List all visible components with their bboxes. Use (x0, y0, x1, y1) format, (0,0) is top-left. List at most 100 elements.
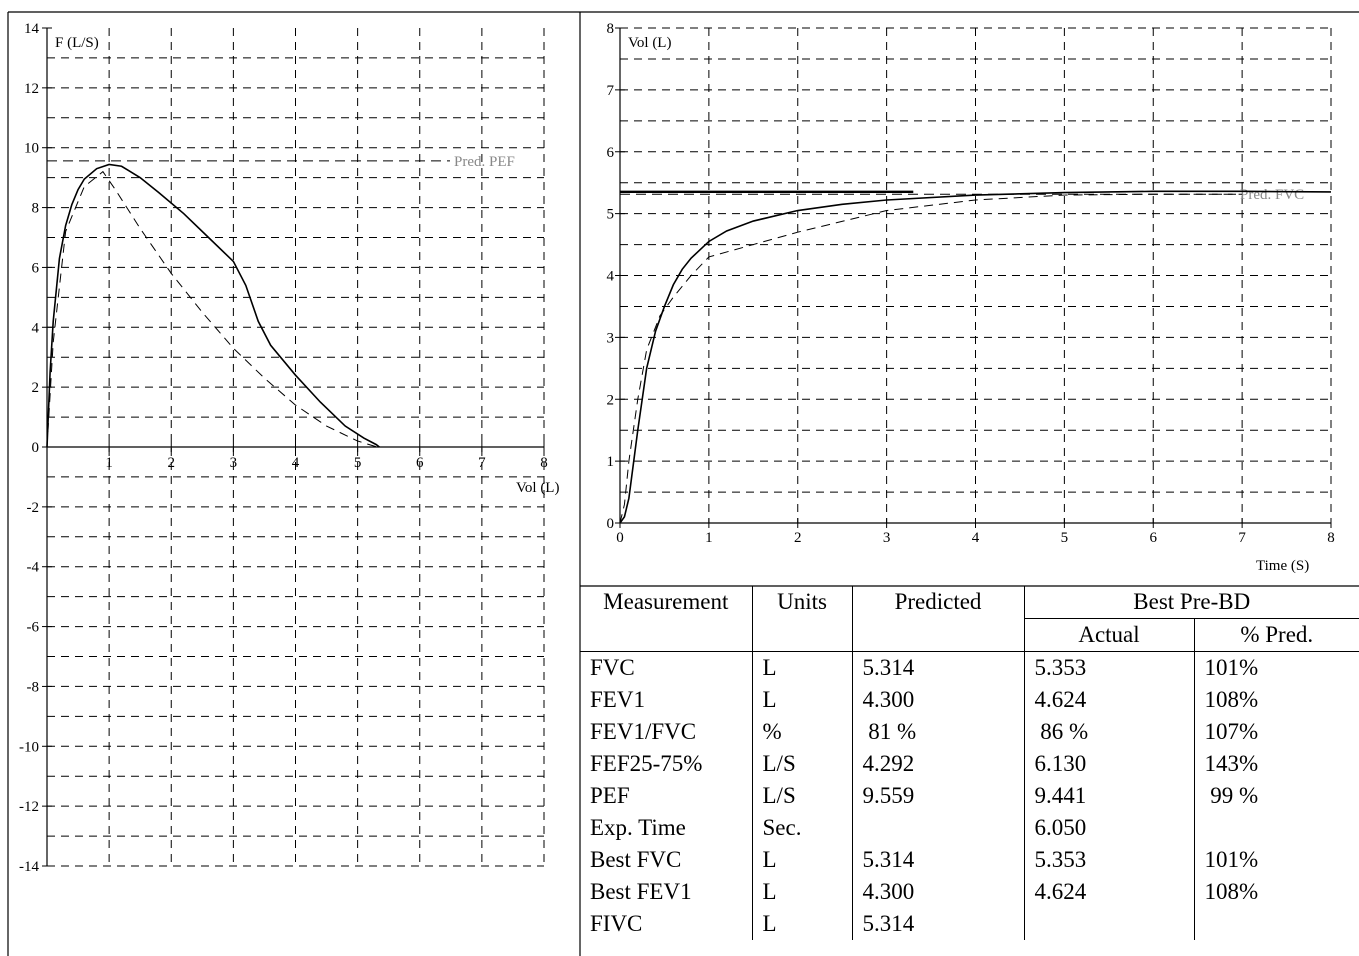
cell-u: L (751, 876, 852, 908)
measurement-table: Measurement Units Predicted Best Pre-BD … (580, 586, 1359, 940)
subheader-blank-1 (580, 618, 752, 652)
cell-pct (1193, 908, 1359, 940)
cell-m: FEV1 (590, 687, 645, 712)
cell-a: 5.353 (1023, 651, 1194, 684)
cell-a: 4.624 (1023, 876, 1194, 908)
cell-m: FIVC (590, 911, 643, 936)
fv-x-tick-label: 6 (416, 455, 424, 471)
cell-a: 5.353 (1023, 844, 1194, 876)
cell-u: L (751, 844, 852, 876)
cell-pct (1193, 812, 1359, 844)
volume-time-grid (620, 27, 1332, 523)
header-measurement: Measurement (603, 589, 729, 615)
vt-series-solid (619, 190, 1332, 524)
vt-x-tick-label: 7 (1238, 530, 1246, 546)
vt-x-tick-label: 1 (705, 530, 713, 546)
cell-pct: 108% (1193, 876, 1359, 908)
cell-u: L (751, 651, 852, 684)
fv-y-tick-label: 14 (24, 21, 40, 37)
cell-a: 9.441 (1023, 780, 1194, 812)
table-row: FVC L 5.314 5.353 101% (580, 651, 1359, 684)
flow-volume-xlabel: Vol (L) (516, 480, 559, 496)
cell-pct: 101% (1193, 651, 1359, 684)
fv-x-tick-label: 3 (230, 455, 238, 471)
fv-y-tick-label: 10 (24, 141, 39, 157)
header-best-pre-bd: Best Pre-BD (1023, 586, 1359, 619)
cell-pct: 108% (1193, 684, 1359, 716)
measurement-rows: FVC L 5.314 5.353 101% FEV1 L 4.300 4.624 108% FEV… (580, 651, 1359, 940)
fv-series-solid (46, 163, 380, 448)
fv-y-tick-label: 8 (32, 201, 40, 217)
cell-u: L (751, 684, 852, 716)
vt-y-tick-label: 1 (607, 454, 615, 470)
cell-u: % (751, 716, 852, 748)
cell-p: 5.314 (851, 908, 1024, 940)
fv-y-tick-label: -12 (19, 799, 39, 815)
pred-fvc-reference (620, 190, 1236, 195)
cell-a (1023, 908, 1194, 940)
volume-time-chart: 8 7 6 5 4 3 2 1 00 1 2 3 4 5 6 7 8 Vol (L) Time (S) Pred… (607, 21, 1335, 574)
cell-p: 5.314 (851, 844, 1024, 876)
table-row: FEF25-75% L/S 4.292 6.130 143% (580, 748, 1359, 780)
table-subheader-row: Actual % Pred. (580, 618, 1359, 652)
fv-x-tick-label: 8 (540, 455, 548, 471)
header-pct-pred: % Pred. (1193, 618, 1359, 652)
table-row: Exp. Time Sec. 6.050 (580, 812, 1359, 844)
fv-y-tick-label: 4 (32, 320, 40, 336)
table-row: FIVC L 5.314 (580, 908, 1359, 940)
vt-x-tick-label: 2 (794, 530, 802, 546)
table-row: Best FVC L 5.314 5.353 101% (580, 844, 1359, 876)
pred-fvc-label: Pred. FVC (1240, 187, 1304, 203)
cell-pct: 107% (1193, 716, 1359, 748)
vt-y-tick-label: 8 (607, 21, 615, 37)
volume-time-ticks: 8 7 6 5 4 3 2 1 00 1 2 3 4 5 6 7 8 (607, 21, 1335, 546)
vt-y-tick-label: 2 (607, 392, 615, 408)
fv-y-tick-label: -14 (19, 859, 39, 875)
fv-x-tick-label: 4 (292, 455, 300, 471)
flow-volume-series (46, 163, 380, 448)
cell-m: Exp. Time (590, 815, 686, 840)
fv-y-tick-label: -10 (19, 739, 39, 755)
vt-x-tick-label: 3 (883, 530, 891, 546)
cell-p: 5.314 (851, 651, 1024, 684)
fv-y-tick-label: -8 (27, 679, 40, 695)
fv-y-tick-label: -2 (27, 500, 40, 516)
cell-pct: 99 % (1193, 780, 1359, 812)
vt-y-tick-label: 5 (607, 207, 615, 223)
vt-series-dashed (619, 193, 1243, 524)
header-actual: Actual (1023, 618, 1194, 652)
cell-pct: 143% (1193, 748, 1359, 780)
vt-x-tick-label: 6 (1150, 530, 1158, 546)
cell-a: 86 % (1023, 716, 1194, 748)
fv-y-tick-label: 6 (32, 260, 40, 276)
header-units: Units (751, 586, 852, 619)
cell-p (851, 812, 1024, 844)
fv-y-tick-label: 0 (32, 440, 40, 456)
fv-series-dashed (46, 170, 378, 448)
table-header-row: Measurement Units Predicted Best Pre-BD (580, 586, 1359, 619)
table-row: PEF L/S 9.559 9.441 99 % (580, 780, 1359, 812)
cell-m: FEV1/FVC (590, 719, 697, 744)
table-row: Best FEV1 L 4.300 4.624 108% (580, 876, 1359, 908)
fv-y-tick-label: 2 (32, 380, 40, 396)
vt-y-tick-label: 6 (607, 145, 615, 161)
fv-y-tick-label: 12 (24, 81, 39, 97)
cell-a: 4.624 (1023, 684, 1194, 716)
pred-pef-label: Pred. PEF (454, 154, 515, 170)
cell-p: 4.300 (851, 876, 1024, 908)
cell-pct: 101% (1193, 844, 1359, 876)
cell-m: Best FVC (590, 847, 682, 872)
subheader-blank-2 (751, 618, 852, 652)
fv-x-tick-label: 5 (354, 455, 362, 471)
cell-m: PEF (590, 783, 630, 808)
fv-x-tick-label: 2 (168, 455, 176, 471)
vt-x-tick-label: 5 (1061, 530, 1069, 546)
vt-y-tick-label: 3 (607, 330, 615, 346)
vt-y-tick-label: 7 (607, 83, 615, 99)
table-row: FEV1/FVC% 81 % 86 % 107% (580, 716, 1359, 748)
cell-m: FVC (590, 655, 635, 680)
volume-time-ylabel: Vol (L) (628, 35, 671, 51)
